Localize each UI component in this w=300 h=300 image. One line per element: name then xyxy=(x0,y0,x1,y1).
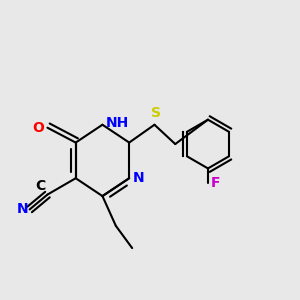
Text: N: N xyxy=(133,171,144,185)
Text: S: S xyxy=(151,106,161,120)
Text: N: N xyxy=(16,202,28,216)
Text: NH: NH xyxy=(105,116,129,130)
Text: O: O xyxy=(32,121,44,135)
Text: C: C xyxy=(36,179,46,193)
Text: F: F xyxy=(211,176,220,190)
